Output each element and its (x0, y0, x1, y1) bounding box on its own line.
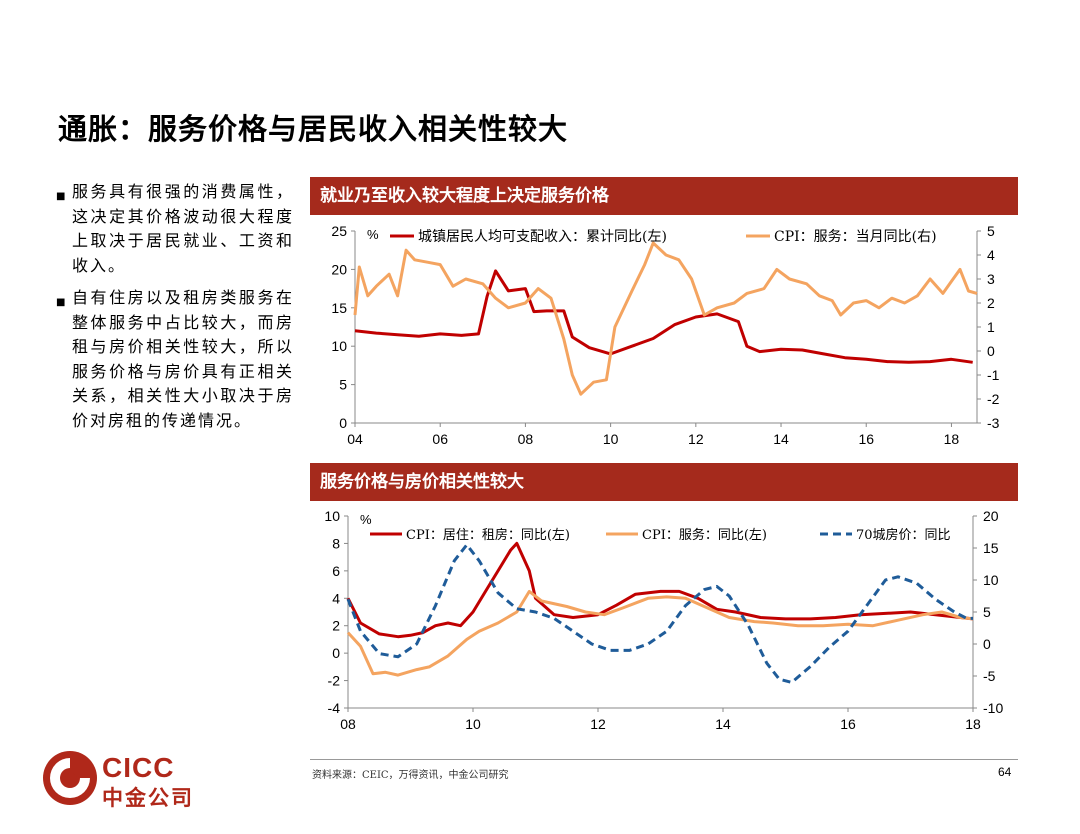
x-tick-label: 16 (840, 716, 856, 732)
y-right-tick-label: 20 (983, 508, 999, 524)
y-left-tick-label: 15 (331, 300, 347, 316)
y-right-tick-label: -1 (987, 367, 1000, 383)
chart2-title-bar: 服务价格与房价相关性较大 (310, 463, 1018, 501)
y-right-tick-label: 0 (987, 343, 995, 359)
y-right-tick-label: 1 (987, 319, 995, 335)
series-line-1 (346, 541, 974, 639)
y-left-tick-label: 10 (324, 508, 340, 524)
legend-label-3: 70城房价：同比 (856, 527, 951, 543)
y-left-tick-label: 8 (332, 535, 340, 551)
cicc-logo-icon (43, 751, 97, 805)
y-right-tick-label: 15 (983, 540, 999, 556)
y-left-tick-label: 4 (332, 590, 340, 606)
x-tick-label: 12 (590, 716, 606, 732)
x-tick-label: 12 (688, 431, 704, 447)
y-left-tick-label: 5 (339, 377, 347, 393)
chart1-title-bar: 就业乃至收入较大程度上决定服务价格 (310, 177, 1018, 215)
x-tick-label: 08 (340, 716, 356, 732)
y-left-tick-label: 6 (332, 563, 340, 579)
page-title: 通胀：服务价格与居民收入相关性较大 (58, 112, 569, 146)
bullet-text: 服务具有很强的消费属性，这决定其价格波动很大程度上取决于居民就业、工资和收入。 (72, 182, 294, 275)
bullet-list: ■ 服务具有很强的消费属性，这决定其价格波动很大程度上取决于居民就业、工资和收入… (56, 180, 294, 441)
chart2: -4 -2 0 2 4 6 8 10 -10 -5 0 5 10 15 20 08 10 12 14 16 18% CPI… (324, 508, 1003, 732)
y-right-tick-label: 5 (987, 223, 995, 239)
y-left-tick-label: 2 (332, 618, 340, 634)
x-tick-label: 04 (347, 431, 363, 447)
bullet-item: ■ 自有住房以及租房类服务在整体服务中占比较大，而房租与房价相关性较大，所以服务… (56, 286, 294, 433)
y-right-tick-label: 4 (987, 247, 995, 263)
legend-label-1: 城镇居民人均可支配收入：累计同比(左) (418, 229, 667, 245)
y-right-tick-label: 2 (987, 295, 995, 311)
x-tick-label: 06 (432, 431, 448, 447)
logo-text-cn: 中金公司 (102, 786, 194, 810)
y-left-tick-label: -4 (328, 700, 341, 716)
page-number: 64 (998, 765, 1012, 779)
x-tick-label: 10 (465, 716, 481, 732)
x-tick-label: 18 (944, 431, 960, 447)
y-left-tick-label: -2 (328, 673, 341, 689)
y-left-tick-label: 0 (332, 645, 340, 661)
x-tick-label: 18 (965, 716, 981, 732)
y-right-tick-label: 5 (983, 604, 991, 620)
y-right-tick-label: 0 (983, 636, 991, 652)
y-right-tick-label: -10 (983, 700, 1003, 716)
y-right-tick-label: -2 (987, 391, 1000, 407)
bullet-item: ■ 服务具有很强的消费属性，这决定其价格波动很大程度上取决于居民就业、工资和收入… (56, 180, 294, 278)
legend-label-1: CPI：居住：租房：同比(左) (406, 527, 570, 543)
y-left-tick-label: 25 (331, 223, 347, 239)
series-line-3 (346, 543, 973, 684)
unit-label: % (360, 512, 372, 527)
series-line-2 (346, 589, 974, 677)
y-left-tick-label: 10 (331, 338, 347, 354)
x-tick-label: 14 (715, 716, 731, 732)
source-note: 资料来源：CEIC，万得资讯，中金公司研究 (312, 770, 509, 781)
y-right-tick-label: -5 (983, 668, 996, 684)
y-left-tick-label: 0 (339, 415, 347, 431)
y-right-tick-label: 3 (987, 271, 995, 287)
series-line-1 (354, 269, 973, 364)
unit-label: % (367, 227, 379, 242)
y-right-tick-label: -3 (987, 415, 1000, 431)
bullet-square-icon: ■ (56, 191, 66, 202)
y-right-tick-label: 10 (983, 572, 999, 588)
x-tick-label: 14 (773, 431, 789, 447)
logo-text-en: CICC (102, 752, 175, 783)
x-tick-label: 08 (518, 431, 534, 447)
bullet-text: 自有住房以及租房类服务在整体服务中占比较大，而房租与房价相关性较大，所以服务价格… (72, 288, 294, 430)
series-line-2 (353, 241, 978, 396)
y-left-tick-label: 20 (331, 261, 347, 277)
x-tick-label: 16 (858, 431, 874, 447)
legend-label-2: CPI：服务：同比(左) (642, 527, 767, 543)
bullet-square-icon: ■ (56, 297, 66, 308)
legend-label-2: CPI：服务：当月同比(右) (774, 229, 937, 245)
footer-divider (310, 759, 1018, 760)
x-tick-label: 10 (603, 431, 619, 447)
